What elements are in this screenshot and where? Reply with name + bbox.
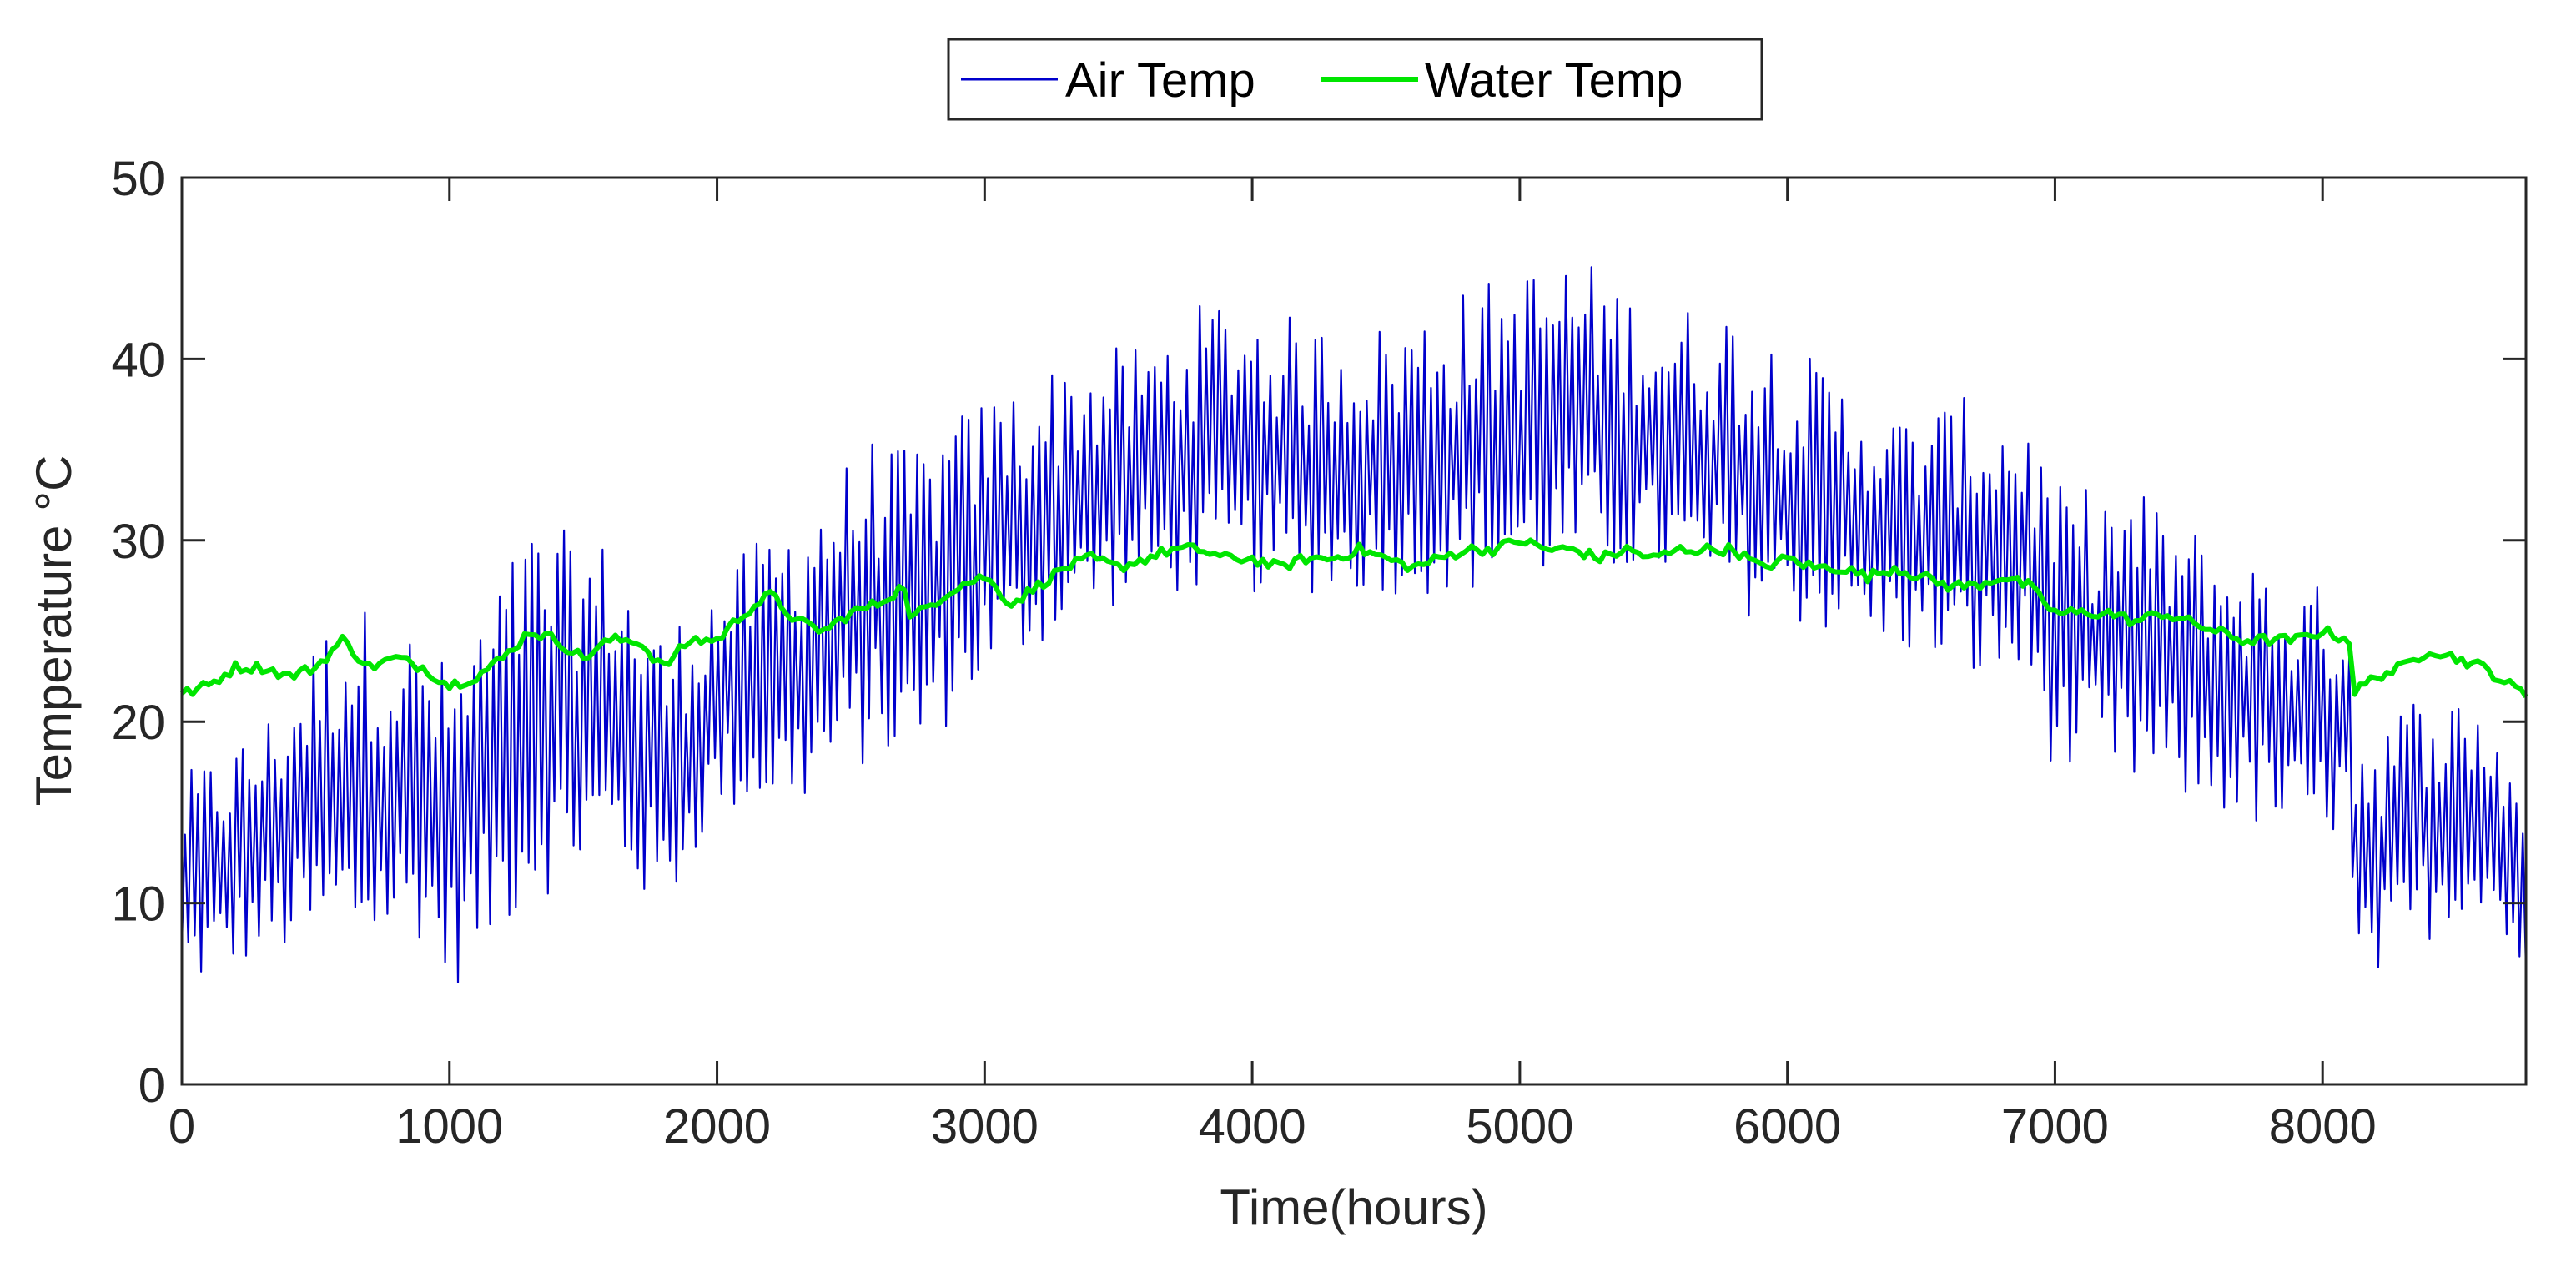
y-tick-label: 0 [138,1058,165,1113]
x-tick-label: 6000 [1733,1099,1841,1154]
legend-label-air-temp: Air Temp [1065,53,1255,108]
plot-frame [180,176,2528,1086]
x-tick-label: 4000 [1199,1099,1306,1154]
legend: Air Temp Water Temp [947,38,1763,121]
x-tick-label: 8000 [2269,1099,2377,1154]
series-layer [179,266,2528,983]
legend-label-water-temp: Water Temp [1425,53,1683,108]
y-tick-label: 50 [111,152,165,206]
x-axis-label: Time(hours) [1220,1179,1487,1235]
y-tick-label: 10 [111,877,165,932]
y-tick-label: 20 [111,696,165,750]
series-water-temp [179,537,2528,698]
x-tick-label: 7000 [2001,1099,2109,1154]
plot-area [179,176,2528,1086]
x-tick-label: 5000 [1466,1099,1573,1154]
series-air-temp [180,266,2528,983]
axes-layer: 0 1000 2000 3000 4000 5000 6000 7000 8000 0 10 20 30… [111,152,2526,1154]
x-tick-label: 3000 [931,1099,1039,1154]
x-tick-label: 2000 [663,1099,771,1154]
x-tick-label: 0 [169,1099,195,1154]
x-tick-label: 1000 [395,1099,503,1154]
plot-background [182,178,2526,1084]
y-tick-label: 30 [111,515,165,569]
y-tick-label: 40 [111,333,165,387]
y-axis-label: Temperature °C [26,455,82,807]
